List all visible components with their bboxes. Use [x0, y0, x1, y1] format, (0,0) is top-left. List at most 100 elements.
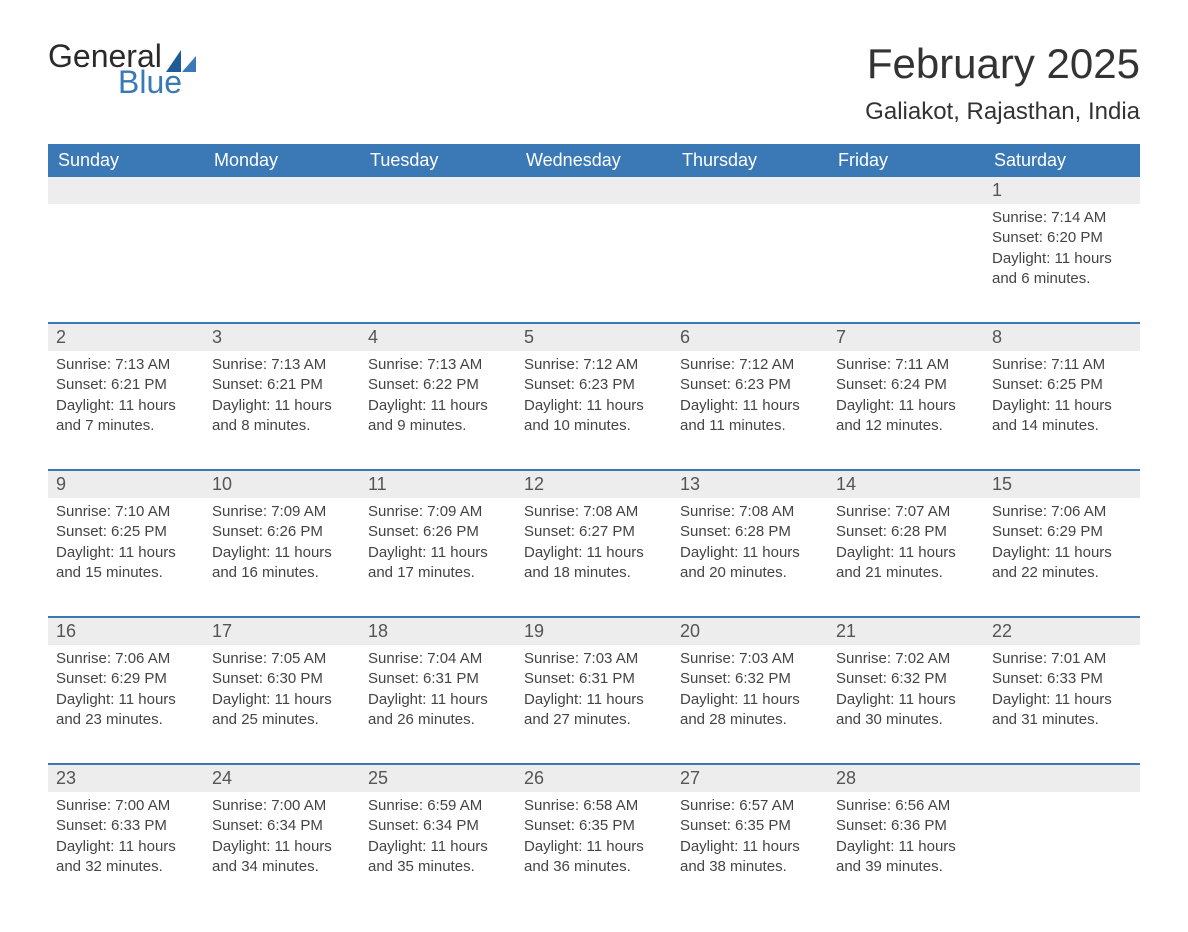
day-number: 14 — [828, 471, 984, 498]
daylight-text: Daylight: 11 hours and 25 minutes. — [212, 690, 352, 731]
sunrise-text: Sunrise: 7:01 AM — [992, 649, 1132, 669]
day-cell: Sunrise: 7:06 AMSunset: 6:29 PMDaylight:… — [48, 645, 204, 745]
sunrise-text: Sunrise: 7:14 AM — [992, 208, 1132, 228]
sunrise-text: Sunrise: 7:03 AM — [524, 649, 664, 669]
day-of-week-header: Sunday Monday Tuesday Wednesday Thursday… — [48, 144, 1140, 177]
week-row: 16171819202122Sunrise: 7:06 AMSunset: 6:… — [48, 616, 1140, 745]
day-number: 21 — [828, 618, 984, 645]
sunrise-text: Sunrise: 7:12 AM — [680, 355, 820, 375]
daylight-text: Daylight: 11 hours and 35 minutes. — [368, 837, 508, 878]
daynum-row: 232425262728 — [48, 765, 1140, 792]
sunset-text: Sunset: 6:35 PM — [524, 816, 664, 836]
sunrise-text: Sunrise: 7:00 AM — [56, 796, 196, 816]
day-number: 28 — [828, 765, 984, 792]
weeks-container: 1Sunrise: 7:14 AMSunset: 6:20 PMDaylight… — [48, 177, 1140, 892]
daylight-text: Daylight: 11 hours and 26 minutes. — [368, 690, 508, 731]
daylight-text: Daylight: 11 hours and 30 minutes. — [836, 690, 976, 731]
sunrise-text: Sunrise: 7:08 AM — [524, 502, 664, 522]
day-cell: Sunrise: 7:12 AMSunset: 6:23 PMDaylight:… — [516, 351, 672, 451]
sunset-text: Sunset: 6:34 PM — [212, 816, 352, 836]
sunrise-text: Sunrise: 7:04 AM — [368, 649, 508, 669]
dow-sunday: Sunday — [48, 144, 204, 177]
sunrise-text: Sunrise: 7:08 AM — [680, 502, 820, 522]
day-number: 3 — [204, 324, 360, 351]
day-content-row: Sunrise: 7:10 AMSunset: 6:25 PMDaylight:… — [48, 498, 1140, 598]
day-cell: Sunrise: 7:07 AMSunset: 6:28 PMDaylight:… — [828, 498, 984, 598]
sunset-text: Sunset: 6:25 PM — [56, 522, 196, 542]
daylight-text: Daylight: 11 hours and 23 minutes. — [56, 690, 196, 731]
sunset-text: Sunset: 6:20 PM — [992, 228, 1132, 248]
week-row: 2345678Sunrise: 7:13 AMSunset: 6:21 PMDa… — [48, 322, 1140, 451]
sunset-text: Sunset: 6:23 PM — [524, 375, 664, 395]
day-number — [360, 177, 516, 204]
daylight-text: Daylight: 11 hours and 36 minutes. — [524, 837, 664, 878]
daylight-text: Daylight: 11 hours and 7 minutes. — [56, 396, 196, 437]
sunset-text: Sunset: 6:30 PM — [212, 669, 352, 689]
day-cell: Sunrise: 7:03 AMSunset: 6:32 PMDaylight:… — [672, 645, 828, 745]
day-cell — [828, 204, 984, 304]
daylight-text: Daylight: 11 hours and 6 minutes. — [992, 249, 1132, 290]
daylight-text: Daylight: 11 hours and 10 minutes. — [524, 396, 664, 437]
day-number — [516, 177, 672, 204]
daylight-text: Daylight: 11 hours and 38 minutes. — [680, 837, 820, 878]
day-number: 25 — [360, 765, 516, 792]
week-row: 232425262728Sunrise: 7:00 AMSunset: 6:33… — [48, 763, 1140, 892]
day-number: 17 — [204, 618, 360, 645]
daynum-row: 9101112131415 — [48, 471, 1140, 498]
sunrise-text: Sunrise: 7:13 AM — [56, 355, 196, 375]
calendar: Sunday Monday Tuesday Wednesday Thursday… — [48, 144, 1140, 892]
daylight-text: Daylight: 11 hours and 9 minutes. — [368, 396, 508, 437]
day-cell: Sunrise: 6:57 AMSunset: 6:35 PMDaylight:… — [672, 792, 828, 892]
daylight-text: Daylight: 11 hours and 21 minutes. — [836, 543, 976, 584]
daynum-row: 2345678 — [48, 324, 1140, 351]
daylight-text: Daylight: 11 hours and 8 minutes. — [212, 396, 352, 437]
day-number: 2 — [48, 324, 204, 351]
sunset-text: Sunset: 6:21 PM — [56, 375, 196, 395]
sunset-text: Sunset: 6:33 PM — [992, 669, 1132, 689]
day-number: 15 — [984, 471, 1140, 498]
daylight-text: Daylight: 11 hours and 12 minutes. — [836, 396, 976, 437]
sunset-text: Sunset: 6:32 PM — [680, 669, 820, 689]
day-content-row: Sunrise: 7:14 AMSunset: 6:20 PMDaylight:… — [48, 204, 1140, 304]
dow-saturday: Saturday — [984, 144, 1140, 177]
sunrise-text: Sunrise: 6:59 AM — [368, 796, 508, 816]
day-cell: Sunrise: 7:01 AMSunset: 6:33 PMDaylight:… — [984, 645, 1140, 745]
day-number: 10 — [204, 471, 360, 498]
day-cell: Sunrise: 7:05 AMSunset: 6:30 PMDaylight:… — [204, 645, 360, 745]
day-number: 5 — [516, 324, 672, 351]
day-cell — [672, 204, 828, 304]
daylight-text: Daylight: 11 hours and 32 minutes. — [56, 837, 196, 878]
day-number — [828, 177, 984, 204]
day-cell: Sunrise: 7:13 AMSunset: 6:21 PMDaylight:… — [204, 351, 360, 451]
daynum-row: 16171819202122 — [48, 618, 1140, 645]
day-cell: Sunrise: 7:10 AMSunset: 6:25 PMDaylight:… — [48, 498, 204, 598]
sunrise-text: Sunrise: 6:57 AM — [680, 796, 820, 816]
day-cell: Sunrise: 6:59 AMSunset: 6:34 PMDaylight:… — [360, 792, 516, 892]
day-cell: Sunrise: 7:04 AMSunset: 6:31 PMDaylight:… — [360, 645, 516, 745]
logo: General Blue — [48, 40, 196, 98]
day-number: 8 — [984, 324, 1140, 351]
dow-monday: Monday — [204, 144, 360, 177]
sunrise-text: Sunrise: 6:56 AM — [836, 796, 976, 816]
dow-tuesday: Tuesday — [360, 144, 516, 177]
day-cell — [984, 792, 1140, 892]
daylight-text: Daylight: 11 hours and 22 minutes. — [992, 543, 1132, 584]
day-number: 22 — [984, 618, 1140, 645]
week-row: 1Sunrise: 7:14 AMSunset: 6:20 PMDaylight… — [48, 177, 1140, 304]
day-cell — [516, 204, 672, 304]
sunset-text: Sunset: 6:28 PM — [680, 522, 820, 542]
sunrise-text: Sunrise: 7:13 AM — [212, 355, 352, 375]
day-number: 27 — [672, 765, 828, 792]
day-cell: Sunrise: 7:14 AMSunset: 6:20 PMDaylight:… — [984, 204, 1140, 304]
sunrise-text: Sunrise: 7:06 AM — [56, 649, 196, 669]
sunset-text: Sunset: 6:26 PM — [212, 522, 352, 542]
daylight-text: Daylight: 11 hours and 27 minutes. — [524, 690, 664, 731]
day-number: 24 — [204, 765, 360, 792]
dow-wednesday: Wednesday — [516, 144, 672, 177]
day-cell: Sunrise: 7:13 AMSunset: 6:22 PMDaylight:… — [360, 351, 516, 451]
sunset-text: Sunset: 6:29 PM — [992, 522, 1132, 542]
day-cell: Sunrise: 7:12 AMSunset: 6:23 PMDaylight:… — [672, 351, 828, 451]
daylight-text: Daylight: 11 hours and 14 minutes. — [992, 396, 1132, 437]
daylight-text: Daylight: 11 hours and 28 minutes. — [680, 690, 820, 731]
day-number: 7 — [828, 324, 984, 351]
